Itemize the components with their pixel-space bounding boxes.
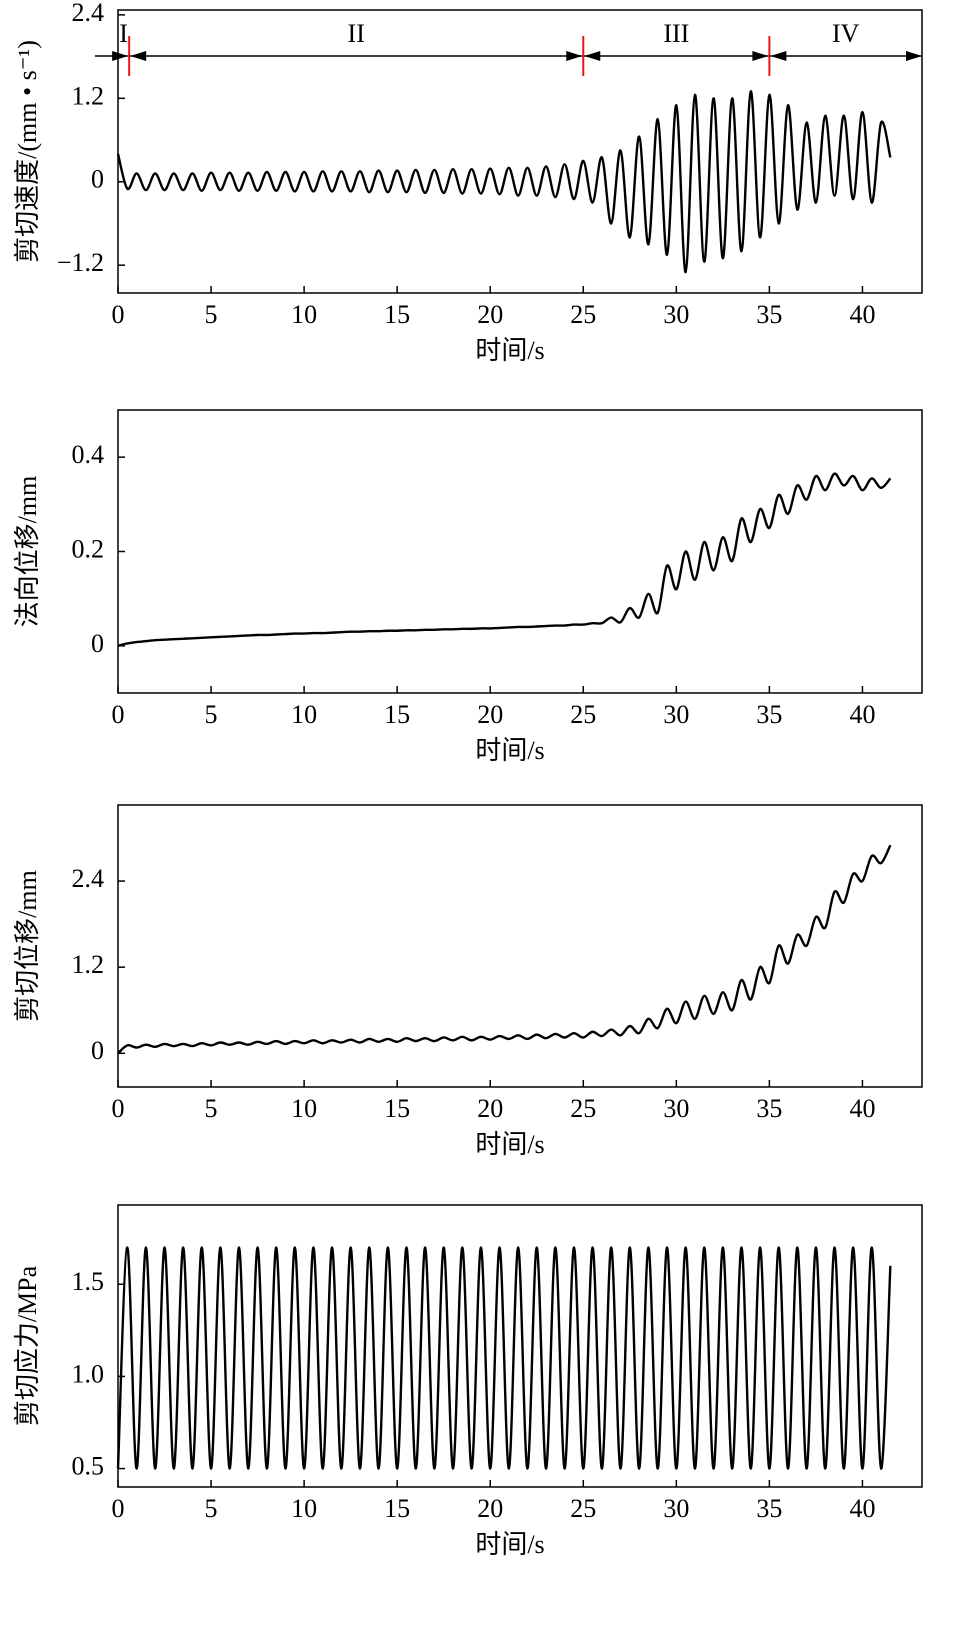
x-tick-label: 0 [112,1494,125,1523]
y-axis-label: 法向位移/mm [13,476,42,628]
x-tick-label: 20 [477,1094,503,1123]
data-line [116,1246,892,1470]
x-tick-label: 10 [291,1094,317,1123]
x-tick-label: 15 [384,1494,410,1523]
x-tick-label: 5 [205,1494,218,1523]
x-tick-label: 15 [384,700,410,729]
x-tick-label: 40 [849,300,875,329]
x-tick-label: 15 [384,1094,410,1123]
phase-label: I [119,19,128,48]
x-tick-label: 30 [663,1494,689,1523]
x-tick-label: 5 [205,300,218,329]
x-tick-label: 25 [570,700,596,729]
x-tick-label: 20 [477,700,503,729]
x-axis-label: 时间/s [475,336,544,365]
x-tick-label: 35 [756,1494,782,1523]
data-line [117,472,892,647]
phase-label: II [348,19,365,48]
y-axis-label: 剪切位移/mm [13,870,42,1022]
x-axis-label: 时间/s [475,1530,544,1559]
plot-frame [117,9,923,294]
x-tick-label: 25 [570,1494,596,1523]
x-tick-label: 25 [570,1094,596,1123]
x-tick-label: 0 [112,700,125,729]
x-tick-label: 30 [663,300,689,329]
plot-frame [117,804,923,1088]
arrow-head [112,51,129,61]
y-tick-label: 1.2 [72,81,105,110]
y-tick-label: −1.2 [57,248,104,277]
y-tick-label: 2.4 [72,864,105,893]
x-tick-label: 20 [477,1494,503,1523]
y-tick-label: 0 [91,1036,104,1065]
x-tick-label: 5 [205,700,218,729]
plot-frame [117,1204,923,1488]
phase-label: III [663,19,689,48]
x-tick-label: 10 [291,700,317,729]
x-tick-label: 0 [112,300,125,329]
arrow-head [584,51,601,61]
plot-frame [117,409,923,694]
x-axis-label: 时间/s [475,1130,544,1159]
y-axis-label: 剪切速度/(mm • s⁻¹) [13,40,42,263]
x-tick-label: 35 [756,300,782,329]
x-tick-label: 25 [570,300,596,329]
arrow-head [752,51,769,61]
y-axis-label: 剪切应力/MPa [13,1265,42,1426]
x-tick-label: 35 [756,700,782,729]
y-tick-label: 2.4 [72,0,105,27]
arrow-head [130,51,147,61]
data-line [116,90,892,274]
data-line [117,844,892,1055]
x-axis-label: 时间/s [475,736,544,765]
arrow-head [770,51,787,61]
arrow-head [906,51,922,61]
x-tick-label: 40 [849,1494,875,1523]
x-tick-label: 30 [663,700,689,729]
x-tick-label: 35 [756,1094,782,1123]
y-tick-label: 0.4 [72,440,105,469]
x-tick-label: 0 [112,1094,125,1123]
phase-label: IV [832,19,860,48]
x-tick-label: 5 [205,1094,218,1123]
x-tick-label: 40 [849,700,875,729]
x-tick-label: 10 [291,1494,317,1523]
y-tick-label: 1.5 [72,1267,105,1296]
y-tick-label: 1.0 [72,1359,105,1388]
x-tick-label: 10 [291,300,317,329]
x-tick-label: 15 [384,300,410,329]
y-tick-label: 1.2 [72,950,105,979]
x-tick-label: 40 [849,1094,875,1123]
y-tick-label: 0.2 [72,534,105,563]
y-tick-label: 0 [91,165,104,194]
y-tick-label: 0 [91,629,104,658]
x-tick-label: 30 [663,1094,689,1123]
y-tick-label: 0.5 [72,1452,105,1481]
x-tick-label: 20 [477,300,503,329]
arrow-head [566,51,583,61]
